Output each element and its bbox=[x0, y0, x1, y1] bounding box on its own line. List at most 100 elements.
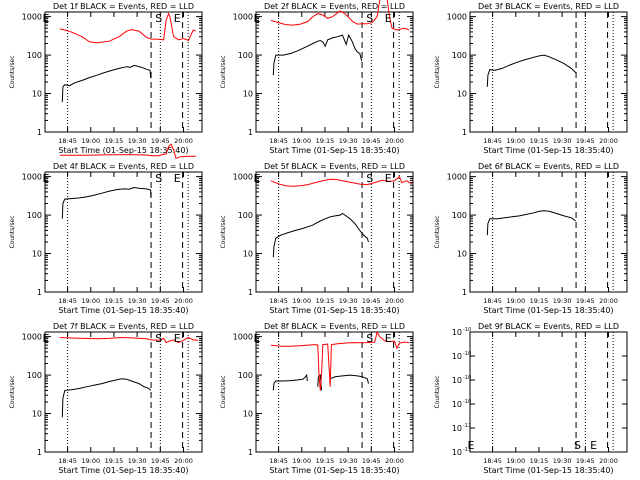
x-tick-label: 19:45 bbox=[576, 297, 595, 305]
x-tick-label: 19:00 bbox=[292, 137, 311, 145]
plot-frame bbox=[255, 171, 414, 293]
chart-panel-3: Det 3f BLACK = Events, RED = LLD 1 10 100 10… bbox=[434, 2, 628, 155]
chart-title: Det 9f BLACK = Events, RED = LLD bbox=[478, 322, 619, 331]
y-tick-label: 1 bbox=[37, 288, 42, 297]
x-tick-label: 19:30 bbox=[553, 297, 572, 305]
x-tick-label: 19:15 bbox=[105, 457, 124, 465]
y-tick-label: 1000 bbox=[447, 13, 467, 22]
x-axis-label: Start Time (01-Sep-15 18:35:40) bbox=[58, 146, 188, 155]
y-tick-label: 10 bbox=[243, 90, 253, 99]
x-tick-label: 20:00 bbox=[174, 457, 193, 465]
x-tick-label: 19:45 bbox=[151, 297, 170, 305]
x-tick-label: 19:45 bbox=[151, 457, 170, 465]
event-label: E bbox=[43, 12, 50, 25]
series-line-events bbox=[61, 64, 152, 103]
plot-frame bbox=[469, 11, 628, 133]
chart-title: Det 3f BLACK = Events, RED = LLD bbox=[478, 2, 619, 11]
chart-panel-1: Det 1f BLACK = Events, RED = LLD 1 10 100 10… bbox=[9, 2, 203, 155]
x-tick-label: 19:15 bbox=[530, 297, 549, 305]
y-tick-label: 1 bbox=[462, 288, 467, 297]
plot-frame bbox=[469, 171, 628, 293]
plot-frame bbox=[255, 11, 414, 133]
x-tick-label: 18:45 bbox=[58, 457, 77, 465]
event-label: S bbox=[366, 332, 373, 345]
y-tick-exponent: -10 bbox=[463, 399, 471, 405]
x-axis-label: Start Time (01-Sep-15 18:35:40) bbox=[58, 306, 188, 315]
x-tick-label: 19:45 bbox=[362, 457, 381, 465]
event-label: E bbox=[385, 332, 392, 345]
chart-panel-6: Det 6f BLACK = Events, RED = LLD 1 10 100 10… bbox=[434, 162, 628, 315]
event-label: S bbox=[155, 332, 162, 345]
y-tick-label: 10 bbox=[457, 250, 467, 259]
series-line-lld bbox=[270, 175, 413, 187]
y-tick-label: 100 bbox=[452, 51, 467, 60]
y-tick-label: 1000 bbox=[22, 333, 42, 342]
x-axis-label: Start Time (01-Sep-15 18:35:40) bbox=[483, 466, 613, 475]
event-label: E bbox=[254, 332, 261, 345]
series-line-events bbox=[486, 54, 577, 87]
y-tick-label: 1 bbox=[248, 288, 253, 297]
series-line-events bbox=[272, 373, 308, 391]
x-tick-label: 19:30 bbox=[553, 137, 572, 145]
x-tick-label: 19:30 bbox=[339, 137, 358, 145]
chart-panel-5: Det 5f BLACK = Events, RED = LLD 1 10 100 10… bbox=[220, 162, 414, 315]
x-tick-label: 19:15 bbox=[105, 297, 124, 305]
series-line-events bbox=[61, 186, 152, 219]
y-tick-label: 1000 bbox=[233, 333, 253, 342]
x-axis-label: Start Time (01-Sep-15 18:35:40) bbox=[483, 146, 613, 155]
chart-title: Det 5f BLACK = Events, RED = LLD bbox=[264, 162, 405, 171]
x-tick-label: 19:45 bbox=[576, 457, 595, 465]
event-label: S bbox=[155, 172, 162, 185]
x-tick-label: 19:15 bbox=[530, 137, 549, 145]
y-tick-label: 1000 bbox=[233, 13, 253, 22]
series-line-lld bbox=[59, 12, 197, 44]
y-tick-label: 100 bbox=[452, 211, 467, 220]
x-tick-label: 19:30 bbox=[128, 457, 147, 465]
x-tick-label: 19:30 bbox=[339, 297, 358, 305]
series-line-lld bbox=[59, 336, 199, 344]
x-tick-label: 19:00 bbox=[81, 457, 100, 465]
x-tick-label: 19:45 bbox=[362, 137, 381, 145]
x-tick-label: 18:45 bbox=[58, 297, 77, 305]
y-tick-label: 10 bbox=[243, 250, 253, 259]
y-axis-label: Counts/sec bbox=[220, 215, 227, 248]
x-axis-label: Start Time (01-Sep-15 18:35:40) bbox=[269, 306, 399, 315]
x-tick-label: 19:30 bbox=[553, 457, 572, 465]
x-tick-label: 18:45 bbox=[269, 457, 288, 465]
x-tick-label: 18:45 bbox=[483, 457, 502, 465]
event-label: E bbox=[590, 439, 597, 452]
x-tick-label: 18:45 bbox=[269, 297, 288, 305]
x-tick-label: 19:15 bbox=[530, 457, 549, 465]
x-tick-label: 19:15 bbox=[105, 137, 124, 145]
x-axis-label: Start Time (01-Sep-15 18:35:40) bbox=[269, 466, 399, 475]
chart-panel-8: Det 8f BLACK = Events, RED = LLD 1 10 100 10… bbox=[220, 322, 414, 475]
y-axis-label: Counts/sec bbox=[9, 375, 16, 408]
y-tick-label: 10 bbox=[243, 410, 253, 419]
x-tick-label: 19:30 bbox=[339, 457, 358, 465]
plot-frame bbox=[44, 11, 203, 133]
y-tick-exponent: -10 bbox=[463, 351, 471, 357]
x-tick-label: 18:45 bbox=[483, 297, 502, 305]
event-label: E bbox=[174, 332, 181, 345]
y-tick-label: 100 bbox=[27, 211, 42, 220]
plot-frame bbox=[255, 331, 414, 453]
y-tick-exponent: -10 bbox=[463, 327, 471, 333]
event-label: E bbox=[385, 172, 392, 185]
y-tick-label: 100 bbox=[238, 371, 253, 380]
y-tick-label: 10 bbox=[452, 352, 462, 361]
x-tick-label: 18:45 bbox=[58, 137, 77, 145]
plot-frame bbox=[44, 171, 203, 293]
y-tick-label: 10 bbox=[452, 376, 462, 385]
x-tick-label: 20:00 bbox=[599, 457, 618, 465]
y-tick-label: 10 bbox=[32, 90, 42, 99]
event-label: S bbox=[574, 439, 581, 452]
x-tick-label: 19:15 bbox=[316, 457, 335, 465]
x-tick-label: 20:00 bbox=[385, 297, 404, 305]
y-tick-label: 1000 bbox=[447, 173, 467, 182]
y-tick-label: 1000 bbox=[233, 173, 253, 182]
x-tick-label: 20:00 bbox=[599, 137, 618, 145]
x-tick-label: 19:00 bbox=[292, 297, 311, 305]
chart-panel-7: Det 7f BLACK = Events, RED = LLD 1 10 100 10… bbox=[9, 322, 203, 475]
